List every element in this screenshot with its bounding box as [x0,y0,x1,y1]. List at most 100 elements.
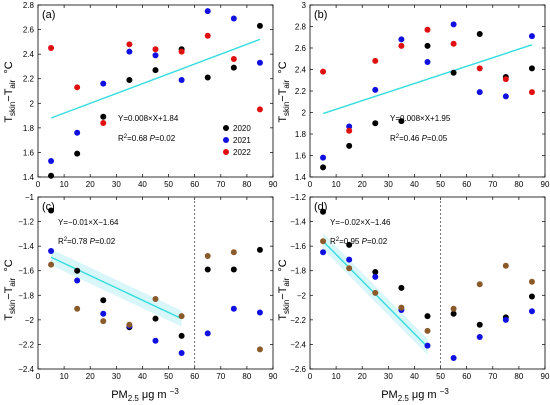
point-2020 [320,164,327,171]
x-tick-label: 10 [60,372,69,381]
x-tick-label: 20 [358,180,367,189]
y-tick-label: 1.8 [23,124,35,133]
point-2021 [126,48,133,55]
x-axis-label-left: PM2.5 μg m −3 [111,387,179,403]
point-2022 [230,56,237,63]
x-tick-label: 70 [488,372,497,381]
y-tick-label: −2.4 [290,340,306,349]
point-2020 [528,293,535,300]
point-2022 [502,262,509,269]
point-2020 [398,118,405,125]
y-tick-label: 2.8 [23,1,35,10]
x-tick-label: 90 [269,372,278,381]
point-2020 [100,297,107,304]
x-tick-label: 60 [190,372,199,381]
point-2021 [152,337,159,344]
x-tick-label: 0 [36,180,41,189]
y-tick-label: −1 [25,193,35,202]
legend-label-2021: 2021 [233,136,251,145]
x-tick-label: 10 [60,180,69,189]
point-2022 [346,127,353,134]
plot-frame [37,4,274,178]
y-tick-label: 2.4 [295,66,307,75]
point-2021 [204,8,211,15]
point-2020 [398,284,405,291]
point-2021 [100,80,107,87]
point-2021 [502,93,509,100]
point-2021 [100,310,107,317]
legend-marker-2021 [223,137,229,143]
x-tick-label: 40 [138,372,147,381]
regression-equation: Y=−0.02×X−1.46 [330,218,391,227]
x-tick-label: 0 [308,372,313,381]
fit-line [322,44,533,115]
y-tick-label: −1.4 [290,218,306,227]
x-tick-label: 0 [308,180,313,189]
point-2021 [476,334,483,341]
panel-c: 0 10 20 30 40 50 60 70 80 90 −2.4 −2.2 −2 −1.8 −1.6 −1.… [18,193,278,381]
point-2022 [320,68,327,75]
x-tick-label: 80 [514,372,523,381]
point-2021 [178,350,185,357]
point-2022 [320,238,327,245]
point-2022 [346,265,353,272]
y-tick-label: −2 [297,291,307,300]
y-tick-label: −1.6 [290,242,306,251]
point-2021 [320,249,327,256]
x-tick-label: 60 [190,180,199,189]
point-2021 [230,15,237,22]
point-2021 [230,305,237,312]
y-tick-label: 2.2 [23,75,35,84]
x-tick-label: 40 [410,372,419,381]
plot-frame [37,196,274,370]
x-tick-label: 70 [216,372,225,381]
point-2020 [100,113,107,120]
point-2022 [450,305,457,312]
y-axis-label-right-top: Tskin−Tair°C [277,61,291,122]
point-2020 [48,172,55,179]
point-2021 [152,52,159,59]
point-2020 [152,315,159,322]
x-tick-label: 50 [436,180,445,189]
point-2021 [450,354,457,361]
point-2021 [424,58,431,65]
point-2020 [346,142,353,149]
y-tick-label: −2.2 [18,340,34,349]
point-2021 [372,273,379,280]
point-2020 [230,64,237,71]
point-2020 [74,267,81,274]
x-tick-label: 90 [541,180,550,189]
point-2021 [346,123,353,130]
point-2022 [450,40,457,47]
y-tick-label: −2.4 [18,365,34,374]
regression-stats: R2=0.46 P=0.05 [390,134,448,143]
y-tick-label: −1.6 [18,267,34,276]
x-tick-label: 40 [410,180,419,189]
y-tick-label: −1.8 [18,291,34,300]
point-2021 [398,36,405,43]
legend-marker-2020 [223,125,229,131]
y-tick-label: −2.6 [290,365,306,374]
y-tick-label: 3 [302,1,307,10]
y-tick-label: 2.8 [295,23,307,32]
point-2021 [372,86,379,93]
point-2020 [424,313,431,320]
x-axis-label-right: PM2.5 μg m −3 [381,387,449,403]
x-tick-label: 10 [332,180,341,189]
panel-label: (c) [42,201,55,213]
y-tick-label: 1.4 [23,173,35,182]
point-2020 [256,246,263,253]
point-2021 [48,248,55,255]
point-2021 [450,21,457,28]
point-2020 [346,241,353,248]
y-tick-label: −1.2 [290,193,306,202]
panel-b: 0 10 20 30 40 50 60 70 80 90 1.4 1.6 1.8 2 2.2 2.4 2.6 2.… [295,1,550,189]
point-2021 [204,330,211,337]
panel-label: (b) [314,9,327,21]
point-2021 [476,89,483,96]
x-tick-label: 60 [462,180,471,189]
panel-a: 0 10 20 30 40 50 60 70 80 90 1.4 1.6 1.8 2 2.2 2.4 2.6 2.… [23,1,278,189]
point-2021 [346,256,353,263]
point-2022 [476,281,483,288]
point-2020 [320,208,327,215]
